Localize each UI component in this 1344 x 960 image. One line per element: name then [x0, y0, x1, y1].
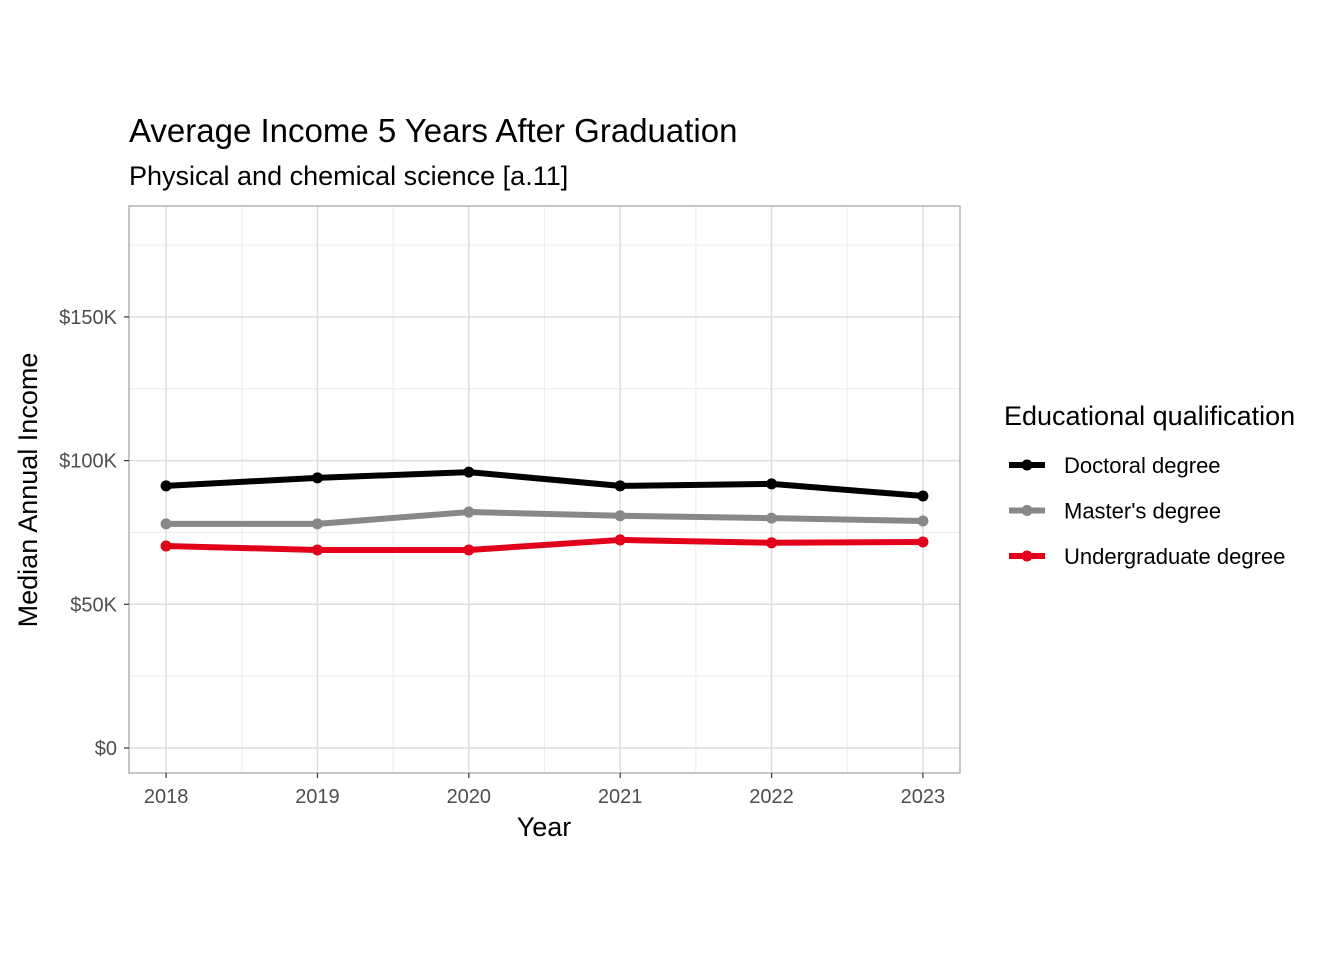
legend-label: Undergraduate degree	[1064, 544, 1285, 569]
legend-label: Master's degree	[1064, 499, 1221, 524]
data-point	[766, 537, 778, 549]
data-point	[917, 490, 929, 502]
legend-label: Doctoral degree	[1064, 453, 1221, 478]
x-tick-label: 2020	[447, 786, 492, 808]
data-point	[614, 480, 626, 492]
chart-subtitle: Physical and chemical science [a.11]	[129, 161, 568, 191]
data-point	[160, 480, 172, 492]
series-line-1	[166, 509, 923, 527]
data-point	[917, 536, 929, 548]
x-axis: 2018 2019 2020 2021 2022 2023	[144, 773, 945, 808]
y-tick-label: $100K	[59, 451, 117, 473]
y-tick-label: $0	[95, 738, 117, 760]
series-line-0	[165, 469, 924, 499]
series-line-2	[166, 536, 923, 553]
data-point	[463, 544, 475, 556]
data-point	[917, 515, 929, 527]
data-point	[463, 506, 475, 518]
x-tick-label: 2019	[295, 786, 340, 808]
data-point	[463, 466, 475, 478]
data-point	[160, 518, 172, 530]
y-axis: $0 $50K $100K $150K	[59, 307, 129, 760]
series-group	[160, 466, 929, 556]
data-point	[311, 472, 323, 484]
legend: Educational qualification Doctoral degre…	[1004, 401, 1295, 569]
data-point	[766, 512, 778, 524]
data-point	[614, 534, 626, 546]
panel-border	[128, 205, 961, 774]
data-point	[160, 540, 172, 552]
legend-key-point	[1021, 505, 1033, 516]
legend-key-point	[1021, 459, 1033, 471]
y-tick-label: $150K	[59, 307, 117, 329]
data-point	[614, 510, 626, 522]
chart-title: Average Income 5 Years After Graduation	[129, 112, 737, 149]
y-axis-label: Median Annual Income	[13, 353, 43, 628]
x-tick-label: 2023	[901, 786, 946, 808]
y-tick-label: $50K	[70, 594, 117, 616]
data-point	[311, 544, 323, 556]
legend-title: Educational qualification	[1004, 401, 1295, 431]
x-tick-label: 2022	[749, 786, 794, 808]
data-point	[311, 518, 323, 530]
legend-key-point	[1021, 550, 1033, 562]
x-tick-label: 2021	[598, 786, 643, 808]
data-point	[766, 478, 778, 490]
x-axis-label: Year	[517, 812, 572, 842]
x-tick-label: 2018	[144, 786, 189, 808]
